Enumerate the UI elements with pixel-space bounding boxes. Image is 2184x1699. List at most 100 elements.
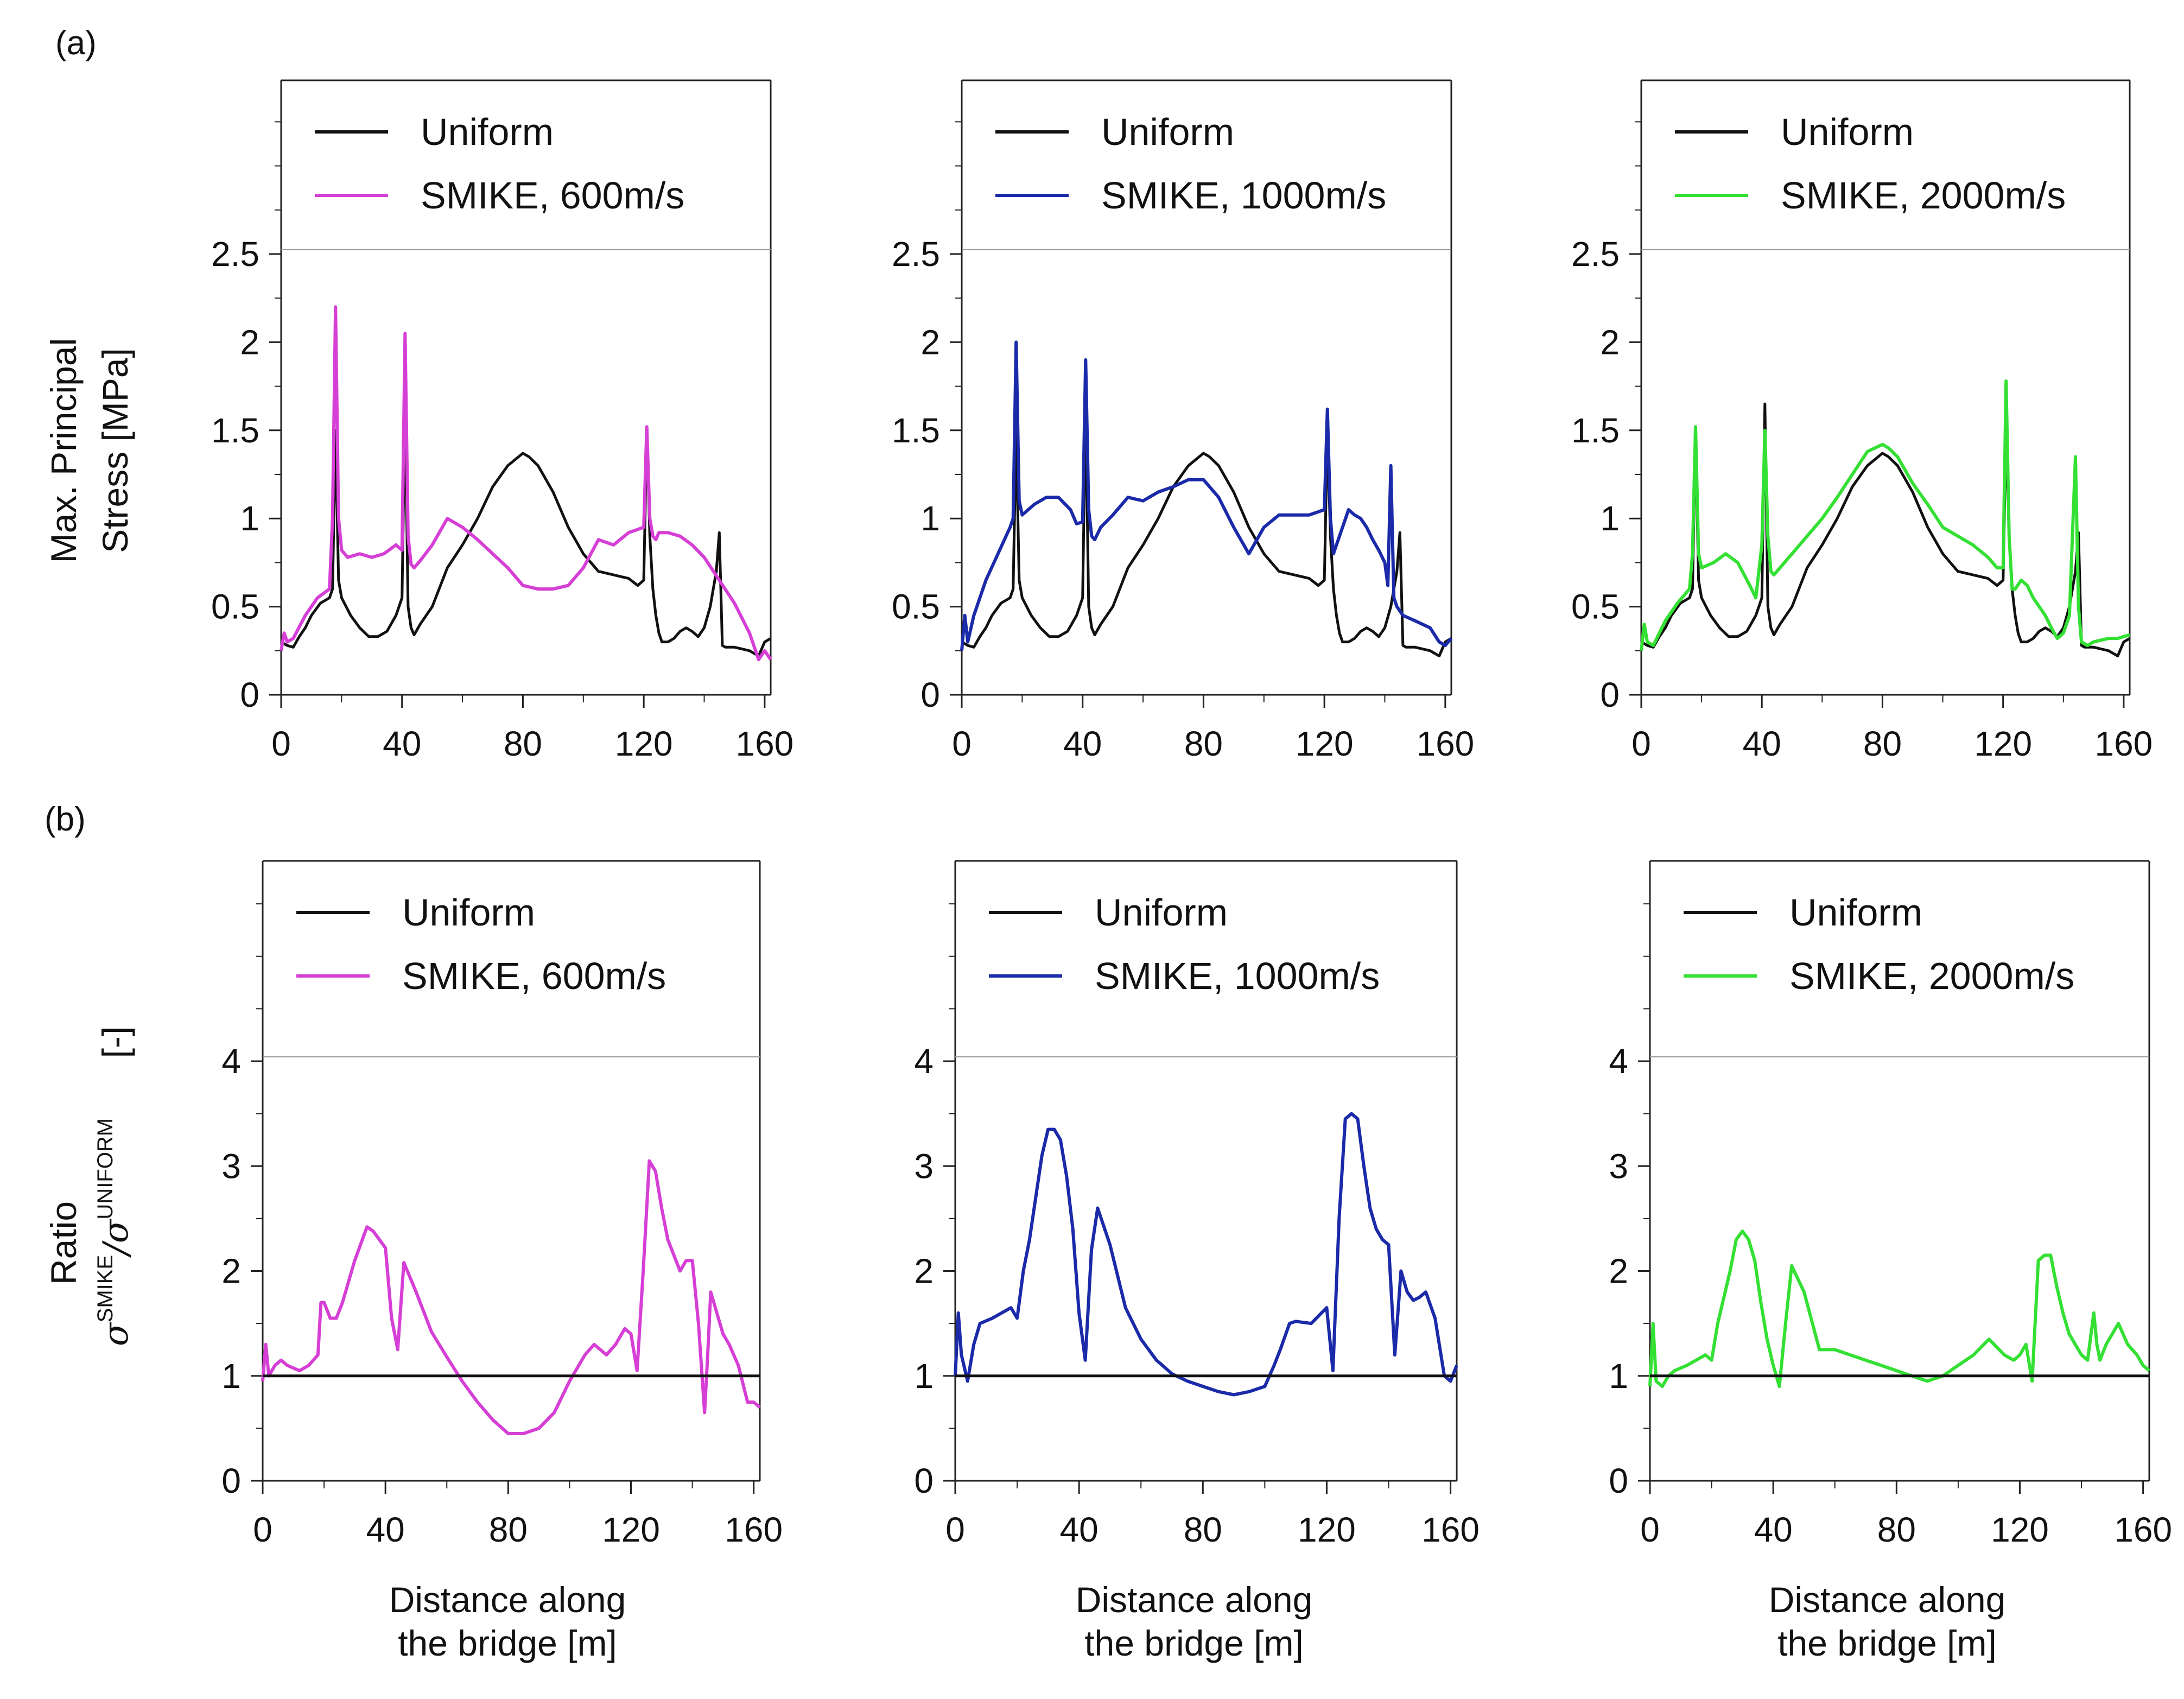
x-tick-label: 0 [952,724,972,763]
bottom-ylabel-unit: [-] [95,1026,135,1058]
y-tick-label: 1 [240,499,259,538]
legend-label-smike: SMIKE, 2000m/s [1781,174,2066,217]
y-tick-label: 0.5 [1571,587,1620,626]
y-tick-label: 0 [914,1461,934,1500]
y-tick-label: 2 [240,322,259,362]
x-tick-label: 160 [2114,1510,2172,1549]
y-tick-label: 1.5 [1571,411,1620,450]
panel-a1: 0 0.5 1 1.5 2 2.5 0 40 80 120 160 Uniform SMIKE, 600… [211,79,793,763]
bottom-ylabel-word: Ratio [43,1201,84,1285]
y-tick-label: 2.5 [892,234,940,274]
bottom-ylabel-formula: σSMIKE/σUNIFORM [93,1118,136,1346]
panel-a3: 0 0.5 1 1.5 2 2.5 0 40 80 120 160 Uniform SMIKE, 200… [1571,79,2153,763]
x-tick-label: 80 [1184,1510,1222,1549]
x-tick-label: 160 [1421,1510,1480,1549]
y-tick-label: 2 [914,1252,934,1291]
legend-label-smike: SMIKE, 600m/s [421,174,684,217]
x-tick-label: 0 [253,1510,272,1549]
series-line-uniform [961,402,1452,657]
x-tick-label: 40 [1754,1510,1793,1549]
legend: Uniform SMIKE, 2000m/s [1675,111,2066,217]
x-tick-label: 40 [1743,724,1781,763]
y-tick-label: 4 [914,1042,934,1081]
panel-label-b: (b) [45,801,86,838]
legend-label-uniform: Uniform [1101,111,1234,153]
y-tick-label: 2 [920,322,940,362]
legend: Uniform SMIKE, 1000m/s [989,891,1380,997]
series-line-smike-1000 [960,340,1453,651]
top-ylabel-line1: Max. Principal [43,338,84,563]
x-tick-label: 0 [271,724,291,763]
y-tick-label: 1 [920,499,940,538]
y-tick-label: 2 [1609,1252,1628,1291]
bottom-ylabel-slash: / [96,1240,136,1258]
legend-label-smike: SMIKE, 1000m/s [1101,174,1386,217]
x-tick-label: 40 [366,1510,405,1549]
x-tick-label: 120 [1991,1510,2049,1549]
legend-label-smike: SMIKE, 2000m/s [1789,955,2074,997]
legend-label-smike: SMIKE, 600m/s [402,955,666,997]
x-tick-label: 0 [945,1510,965,1549]
legend-label-uniform: Uniform [1781,111,1914,153]
y-tick-label: 1.5 [892,411,940,450]
xlabel-line1: Distance along [1076,1580,1313,1620]
x-tick-label: 80 [1184,724,1223,763]
bottom-ylabel-sigma2: σ [96,1218,136,1243]
x-tick-label: 160 [1416,724,1474,763]
legend-label-smike: SMIKE, 1000m/s [1095,955,1380,997]
x-tick-label: 0 [1640,1510,1660,1549]
y-tick-label: 0.5 [892,587,940,626]
y-tick-label: 2.5 [211,234,259,274]
xlabel-line2: the bridge [m] [1084,1623,1304,1663]
xlabel-line1: Distance along [1769,1580,2006,1620]
y-tick-label: 0 [221,1461,241,1500]
panel-a2: 0 0.5 1 1.5 2 2.5 0 40 80 120 160 Uniform SMIKE, 100… [892,79,1474,763]
y-tick-label: 0 [1600,675,1620,714]
x-tick-label: 40 [1060,1510,1099,1549]
bottom-ylabel-sup2: UNIFORM [93,1118,117,1220]
y-tick-label: 3 [914,1146,934,1186]
x-tick-label: 120 [1974,724,2032,763]
bottom-y-axis-title: Ratio σSMIKE/σUNIFORM [-] [43,1026,136,1346]
x-tick-label: 0 [1631,724,1651,763]
legend-label-uniform: Uniform [1789,891,1922,934]
y-tick-label: 4 [1609,1042,1628,1081]
legend: Uniform SMIKE, 2000m/s [1684,891,2074,997]
y-tick-label: 4 [221,1042,241,1081]
y-tick-label: 2.5 [1571,234,1620,274]
y-tick-label: 1.5 [211,411,259,450]
y-tick-label: 0 [240,675,259,714]
x-axis-title-col1: Distance along the bridge [m] [389,1580,626,1663]
x-tick-label: 80 [489,1510,528,1549]
x-tick-label: 40 [383,724,421,763]
xlabel-line2: the bridge [m] [1777,1623,1997,1663]
series-line-smike-2000 [1640,379,2130,651]
legend-label-uniform: Uniform [1095,891,1228,934]
series-line-uniform [280,402,772,657]
legend: Uniform SMIKE, 1000m/s [995,111,1386,217]
top-y-axis-title: Max. Principal Stress [MPa] [43,338,135,563]
x-tick-label: 120 [1298,1510,1356,1549]
x-tick-label: 80 [504,724,542,763]
legend: Uniform SMIKE, 600m/s [315,111,684,217]
y-tick-label: 3 [221,1146,241,1186]
y-tick-label: 0 [920,675,940,714]
x-tick-label: 40 [1063,724,1102,763]
xlabel-line1: Distance along [389,1580,626,1620]
x-tick-label: 160 [2094,724,2153,763]
panel-label-a: (a) [55,24,97,62]
y-tick-label: 1 [1600,499,1620,538]
x-tick-label: 80 [1863,724,1902,763]
bottom-ylabel-sigma1: σ [96,1321,136,1346]
series-line-smike-600 [280,305,772,661]
series-line-smike-1000 [954,1112,1458,1397]
x-tick-label: 120 [602,1510,660,1549]
y-tick-label: 2 [221,1252,241,1291]
x-axis-title-col3: Distance along the bridge [m] [1769,1580,2006,1663]
legend: Uniform SMIKE, 600m/s [296,891,666,997]
